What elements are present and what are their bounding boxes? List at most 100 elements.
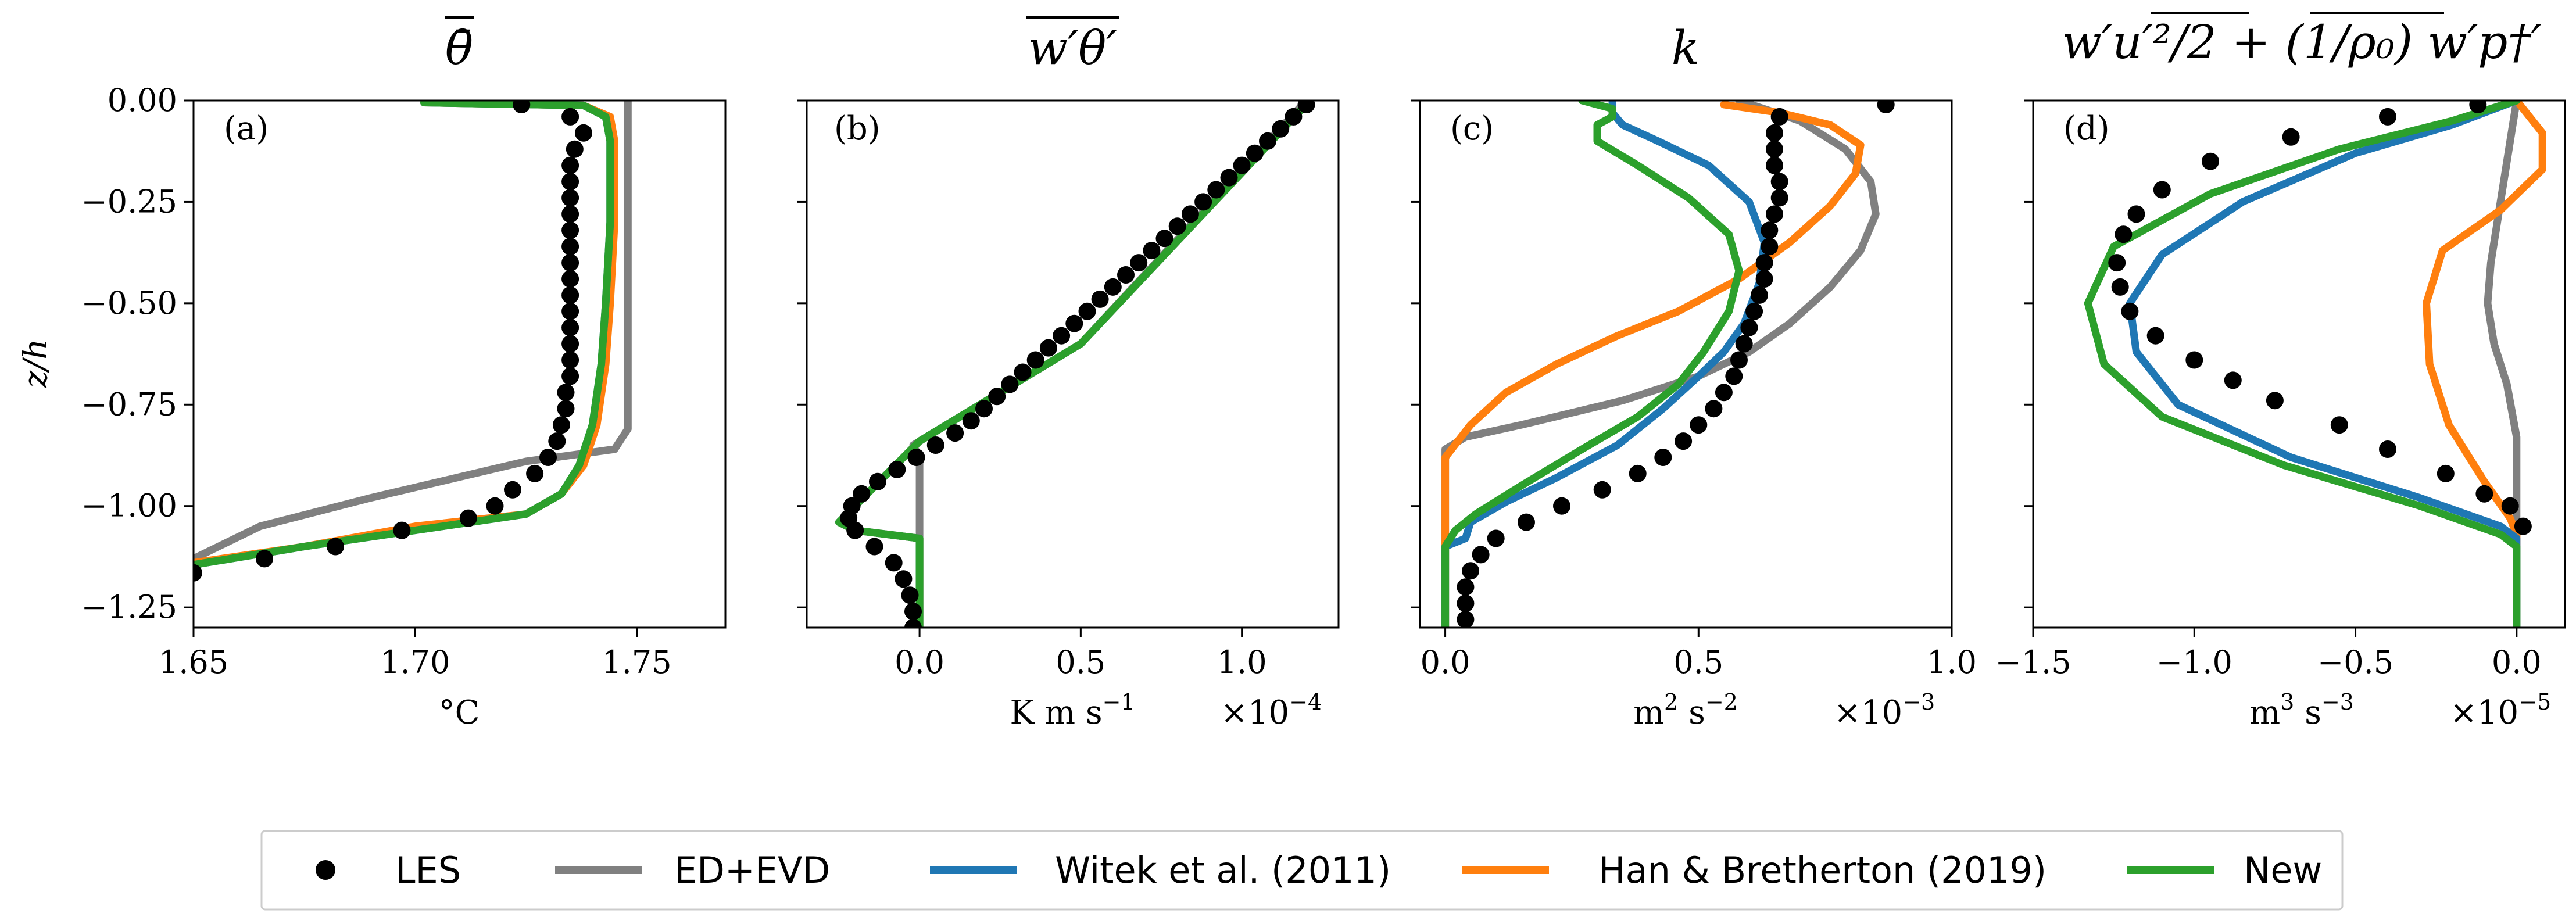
- x-tick-label: −1.0: [2156, 644, 2232, 681]
- les-point: [2153, 181, 2171, 199]
- les-point: [548, 432, 566, 450]
- les-point: [1770, 108, 1788, 126]
- les-point: [2127, 205, 2145, 223]
- les-point: [1766, 124, 1783, 142]
- les-point: [1026, 351, 1044, 369]
- les-point: [504, 481, 521, 499]
- les-point: [566, 140, 584, 158]
- les-point: [907, 449, 925, 466]
- les-point: [2115, 225, 2133, 243]
- les-point: [486, 497, 504, 515]
- les-point: [1091, 290, 1109, 308]
- x-tick-label: 0.0: [1421, 644, 1471, 681]
- plot-area: [194, 101, 632, 582]
- les-point: [926, 436, 944, 454]
- les-point: [557, 384, 575, 402]
- les-point: [1593, 481, 1611, 499]
- les-point: [1259, 132, 1276, 150]
- les-point: [256, 550, 273, 568]
- les-point: [988, 388, 1006, 406]
- les-point: [1220, 169, 1238, 187]
- les-point: [561, 108, 579, 126]
- les-point: [1755, 254, 1773, 272]
- panel-d-xlabel: m3 s−3: [2249, 689, 2354, 732]
- panel-d-multiplier-base: ×10: [2450, 694, 2518, 732]
- panel-d-title: w′u′²/2 + (1/ρ₀) w′p†′: [2062, 15, 2542, 69]
- les-point: [1297, 101, 1315, 113]
- y-tick-label: −0.50: [81, 285, 177, 321]
- panel-b-multiplier-sup: −4: [1289, 689, 1322, 715]
- legend-frame: [260, 830, 2344, 911]
- les-point: [904, 603, 922, 621]
- les-point: [846, 521, 864, 539]
- les-point: [1730, 351, 1748, 369]
- les-point: [561, 302, 579, 320]
- series-line-witek-et-al-2011: [2126, 101, 2521, 628]
- panel-d-multiplier-sup: −5: [2518, 689, 2551, 715]
- les-point: [2224, 371, 2242, 389]
- y-tick-label: −0.75: [81, 386, 177, 422]
- panel-d-xlabel-mid: 3: [2280, 689, 2294, 715]
- series-line-ed-evd: [194, 101, 632, 563]
- les-point: [895, 570, 913, 588]
- les-point: [393, 521, 411, 539]
- series-line-new: [2084, 101, 2521, 628]
- x-tick-label: 0.5: [1673, 644, 1723, 681]
- series-line-ed-evd: [1441, 101, 1880, 628]
- les-point: [2330, 416, 2348, 434]
- les-point: [1472, 546, 1490, 564]
- panel-c-multiplier-base: ×10: [1834, 694, 1902, 732]
- les-point: [513, 101, 531, 113]
- les-point: [539, 449, 557, 466]
- les-point: [1065, 314, 1083, 332]
- les-point: [1053, 327, 1071, 345]
- legend-label-ed-evd: ED+EVD: [674, 849, 830, 891]
- les-point: [1155, 230, 1173, 248]
- panel-b: w′θ′ (b) K m s−1 ×10−4 0.0 0.5 1.0: [797, 21, 1340, 732]
- les-point: [1761, 221, 1779, 239]
- les-point: [1735, 335, 1753, 353]
- panel-b-xlabel-sup: −1: [1103, 689, 1135, 715]
- panel-b-multiplier: ×10−4: [1221, 689, 1322, 732]
- les-point: [1457, 594, 1475, 613]
- les-point: [561, 335, 579, 353]
- axes-frame: [2032, 99, 2566, 629]
- legend: LES ED+EVD Witek et al. (2011) Han & Bre…: [260, 830, 2344, 911]
- les-point: [1246, 144, 1264, 162]
- les-point: [2121, 302, 2139, 320]
- les-point: [561, 238, 579, 256]
- les-point: [1690, 416, 1708, 434]
- les-point: [1715, 384, 1733, 402]
- les-point: [1750, 286, 1768, 304]
- y-tick-label: 0.00: [108, 82, 177, 119]
- les-point: [1487, 529, 1505, 547]
- les-point: [2514, 517, 2532, 535]
- panel-d: w′u′²/2 + (1/ρ₀) w′p†′ (d) m3 s−3 ×10−5 …: [1995, 15, 2566, 732]
- y-tick-label: −0.25: [81, 183, 177, 220]
- les-point: [1457, 578, 1475, 596]
- panel-c-title: k: [1672, 21, 1700, 75]
- panel-c-xlabel-tail: s: [1678, 694, 1705, 732]
- les-point: [962, 412, 980, 430]
- panel-c-multiplier: ×10−3: [1834, 689, 1935, 732]
- les-point: [552, 416, 570, 434]
- panel-b-title: w′θ′: [1028, 21, 1117, 75]
- les-point: [1745, 302, 1763, 320]
- les-point: [1766, 156, 1783, 174]
- les-point: [1130, 254, 1148, 272]
- les-point: [2379, 108, 2396, 126]
- plot-area: [835, 101, 1315, 628]
- axes-frame: [806, 99, 1340, 629]
- les-point: [561, 205, 579, 223]
- les-point: [327, 538, 344, 556]
- les-point: [2108, 254, 2126, 272]
- panel-b-xlabel-base: K m s: [1010, 694, 1102, 732]
- les-point: [1001, 375, 1019, 393]
- panel-c-tag: (c): [1450, 110, 1494, 148]
- les-point: [561, 254, 579, 272]
- les-point: [1675, 432, 1693, 450]
- les-point: [1462, 562, 1480, 580]
- x-tick-label: −1.5: [1995, 644, 2071, 681]
